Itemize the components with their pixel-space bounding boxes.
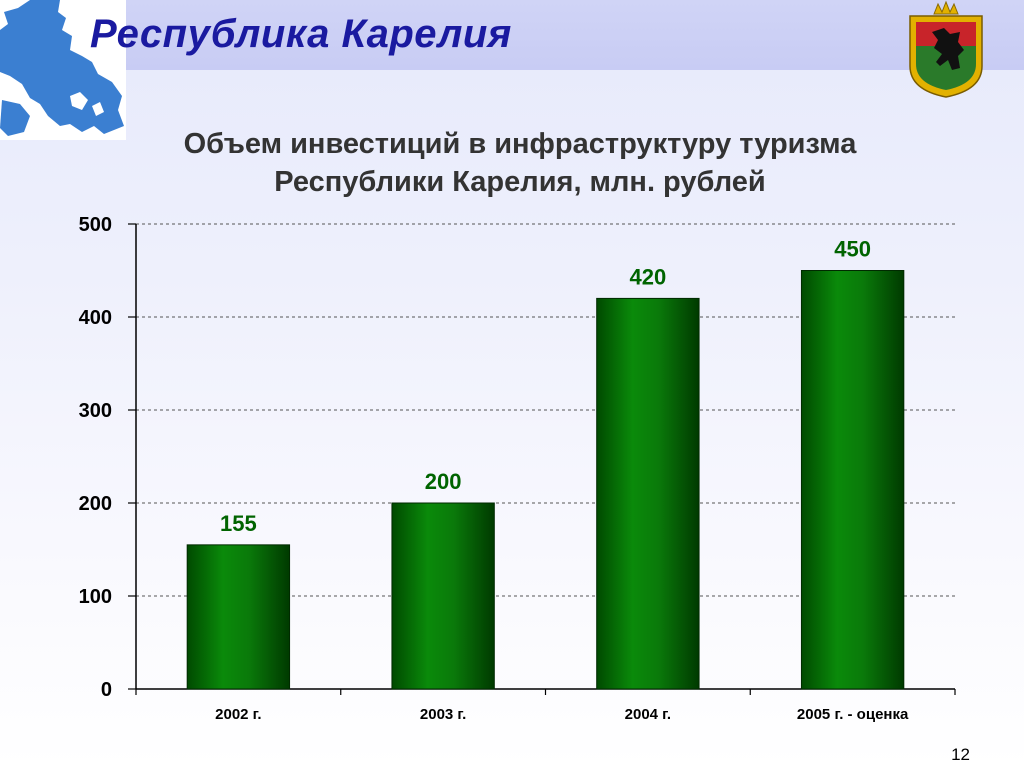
x-tick-label: 2004 г. bbox=[625, 706, 671, 723]
x-tick-label: 2005 г. - оценка bbox=[797, 706, 909, 723]
karelia-map-icon bbox=[0, 0, 124, 136]
x-tick-label: 2002 г. bbox=[215, 706, 261, 723]
data-label: 200 bbox=[425, 469, 462, 494]
header-band bbox=[0, 0, 1024, 70]
data-label: 420 bbox=[630, 264, 667, 289]
y-tick-label: 0 bbox=[101, 679, 112, 701]
chart-title-line: Объем инвестиций в инфраструктуру туризм… bbox=[183, 128, 857, 160]
y-tick-label: 400 bbox=[79, 307, 112, 329]
bar bbox=[800, 270, 905, 690]
bar bbox=[186, 544, 291, 690]
page-number: 12 bbox=[951, 745, 970, 764]
emblem bbox=[904, 0, 988, 98]
data-label: 155 bbox=[220, 511, 257, 536]
chart-title: Объем инвестиций в инфраструктуру туризм… bbox=[100, 125, 940, 201]
chart-title-line: Республики Карелия, млн. рублей bbox=[274, 166, 766, 198]
app-title: Республика Карелия bbox=[90, 12, 512, 56]
y-tick-label: 200 bbox=[79, 493, 112, 515]
y-tick-label: 300 bbox=[79, 400, 112, 422]
y-tick-label: 100 bbox=[79, 586, 112, 608]
karelia-coat-of-arms-icon bbox=[909, 0, 983, 98]
map-panel bbox=[0, 0, 126, 140]
data-label: 450 bbox=[834, 237, 871, 262]
bar bbox=[596, 297, 700, 690]
x-tick-label: 2003 г. bbox=[420, 706, 466, 723]
y-tick-label: 500 bbox=[79, 214, 112, 236]
bar bbox=[391, 502, 495, 690]
